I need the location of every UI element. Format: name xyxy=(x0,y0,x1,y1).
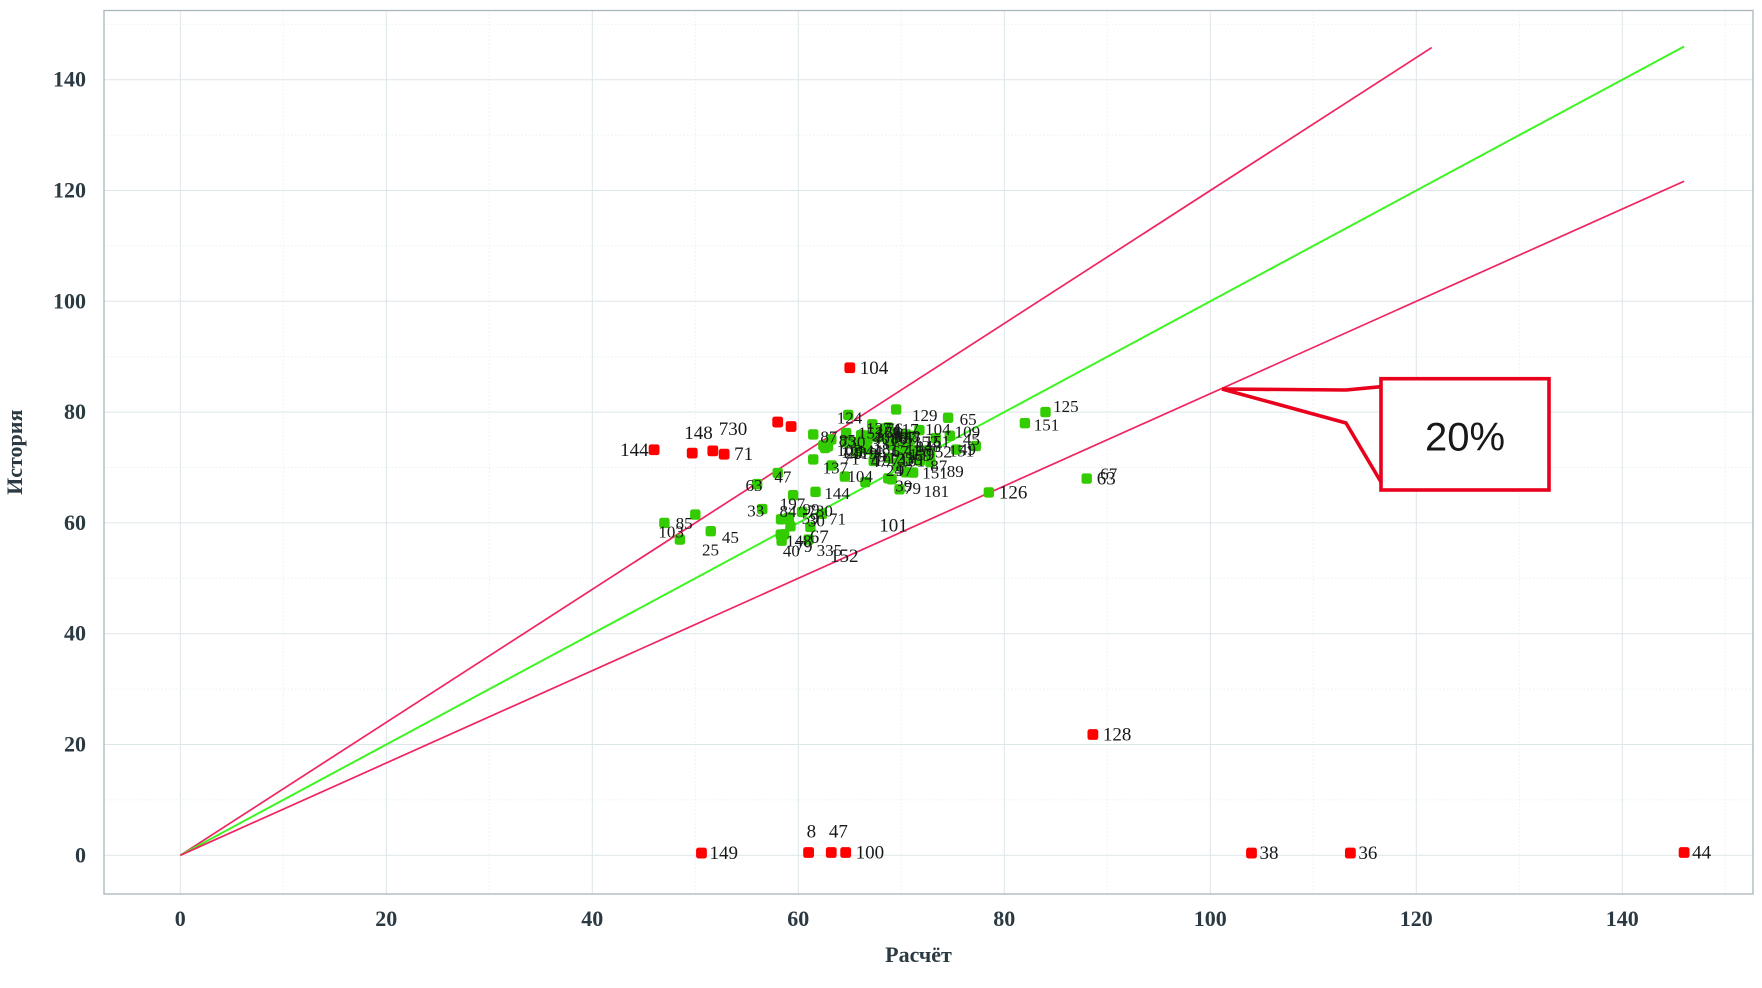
svg-text:67: 67 xyxy=(810,527,829,548)
svg-text:119: 119 xyxy=(853,444,878,463)
svg-text:100: 100 xyxy=(1194,906,1227,931)
svg-text:36: 36 xyxy=(1358,843,1377,864)
svg-text:80: 80 xyxy=(64,399,86,424)
svg-text:47: 47 xyxy=(774,468,792,487)
svg-text:20: 20 xyxy=(64,732,86,757)
svg-text:109: 109 xyxy=(955,423,981,442)
svg-text:149: 149 xyxy=(709,843,738,864)
svg-text:197: 197 xyxy=(780,495,806,514)
svg-text:104: 104 xyxy=(860,358,889,379)
svg-text:100: 100 xyxy=(856,843,885,864)
svg-text:40: 40 xyxy=(783,542,800,561)
svg-text:40: 40 xyxy=(581,906,603,931)
svg-text:120: 120 xyxy=(1400,906,1433,931)
svg-text:0: 0 xyxy=(75,842,86,867)
svg-text:152: 152 xyxy=(830,546,859,567)
svg-text:71: 71 xyxy=(734,444,753,465)
svg-text:0: 0 xyxy=(175,906,186,931)
svg-text:63: 63 xyxy=(746,476,763,495)
svg-text:101: 101 xyxy=(879,516,908,537)
svg-text:33: 33 xyxy=(747,502,764,521)
svg-text:47: 47 xyxy=(829,822,848,843)
svg-text:143: 143 xyxy=(895,427,921,446)
svg-text:137: 137 xyxy=(823,459,849,478)
svg-text:140: 140 xyxy=(53,67,86,92)
svg-text:100: 100 xyxy=(53,288,86,313)
svg-text:148: 148 xyxy=(684,423,713,444)
svg-text:151: 151 xyxy=(1034,415,1060,434)
svg-text:60: 60 xyxy=(787,906,809,931)
svg-text:20%: 20% xyxy=(1425,415,1505,459)
svg-text:60: 60 xyxy=(64,510,86,535)
svg-text:144: 144 xyxy=(824,484,850,503)
svg-text:38: 38 xyxy=(1260,843,1279,864)
svg-text:71: 71 xyxy=(829,509,846,528)
svg-text:120: 120 xyxy=(53,178,86,203)
svg-text:45: 45 xyxy=(722,528,739,547)
svg-text:40: 40 xyxy=(64,621,86,646)
svg-text:104: 104 xyxy=(847,467,873,486)
svg-text:8: 8 xyxy=(807,822,817,843)
svg-text:69: 69 xyxy=(914,446,931,465)
svg-text:Расчёт: Расчёт xyxy=(885,942,952,967)
svg-text:20: 20 xyxy=(375,906,397,931)
svg-text:87: 87 xyxy=(930,456,948,475)
svg-text:80: 80 xyxy=(993,906,1015,931)
svg-text:125: 125 xyxy=(1053,397,1079,416)
svg-text:49: 49 xyxy=(959,440,976,459)
svg-text:140: 140 xyxy=(1606,906,1639,931)
svg-text:730: 730 xyxy=(719,419,748,440)
svg-text:63: 63 xyxy=(1097,469,1116,490)
svg-text:87: 87 xyxy=(820,428,838,447)
svg-text:128: 128 xyxy=(1103,725,1132,746)
svg-text:127: 127 xyxy=(866,419,892,438)
svg-text:144: 144 xyxy=(620,440,649,461)
svg-text:История: История xyxy=(2,410,27,495)
svg-text:44: 44 xyxy=(1692,843,1712,864)
svg-text:181: 181 xyxy=(924,482,950,501)
svg-text:126: 126 xyxy=(999,482,1028,503)
svg-text:129: 129 xyxy=(912,406,938,425)
svg-text:25: 25 xyxy=(702,541,719,560)
svg-text:39: 39 xyxy=(895,477,912,496)
svg-text:85: 85 xyxy=(676,514,693,533)
svg-text:89: 89 xyxy=(947,462,964,481)
